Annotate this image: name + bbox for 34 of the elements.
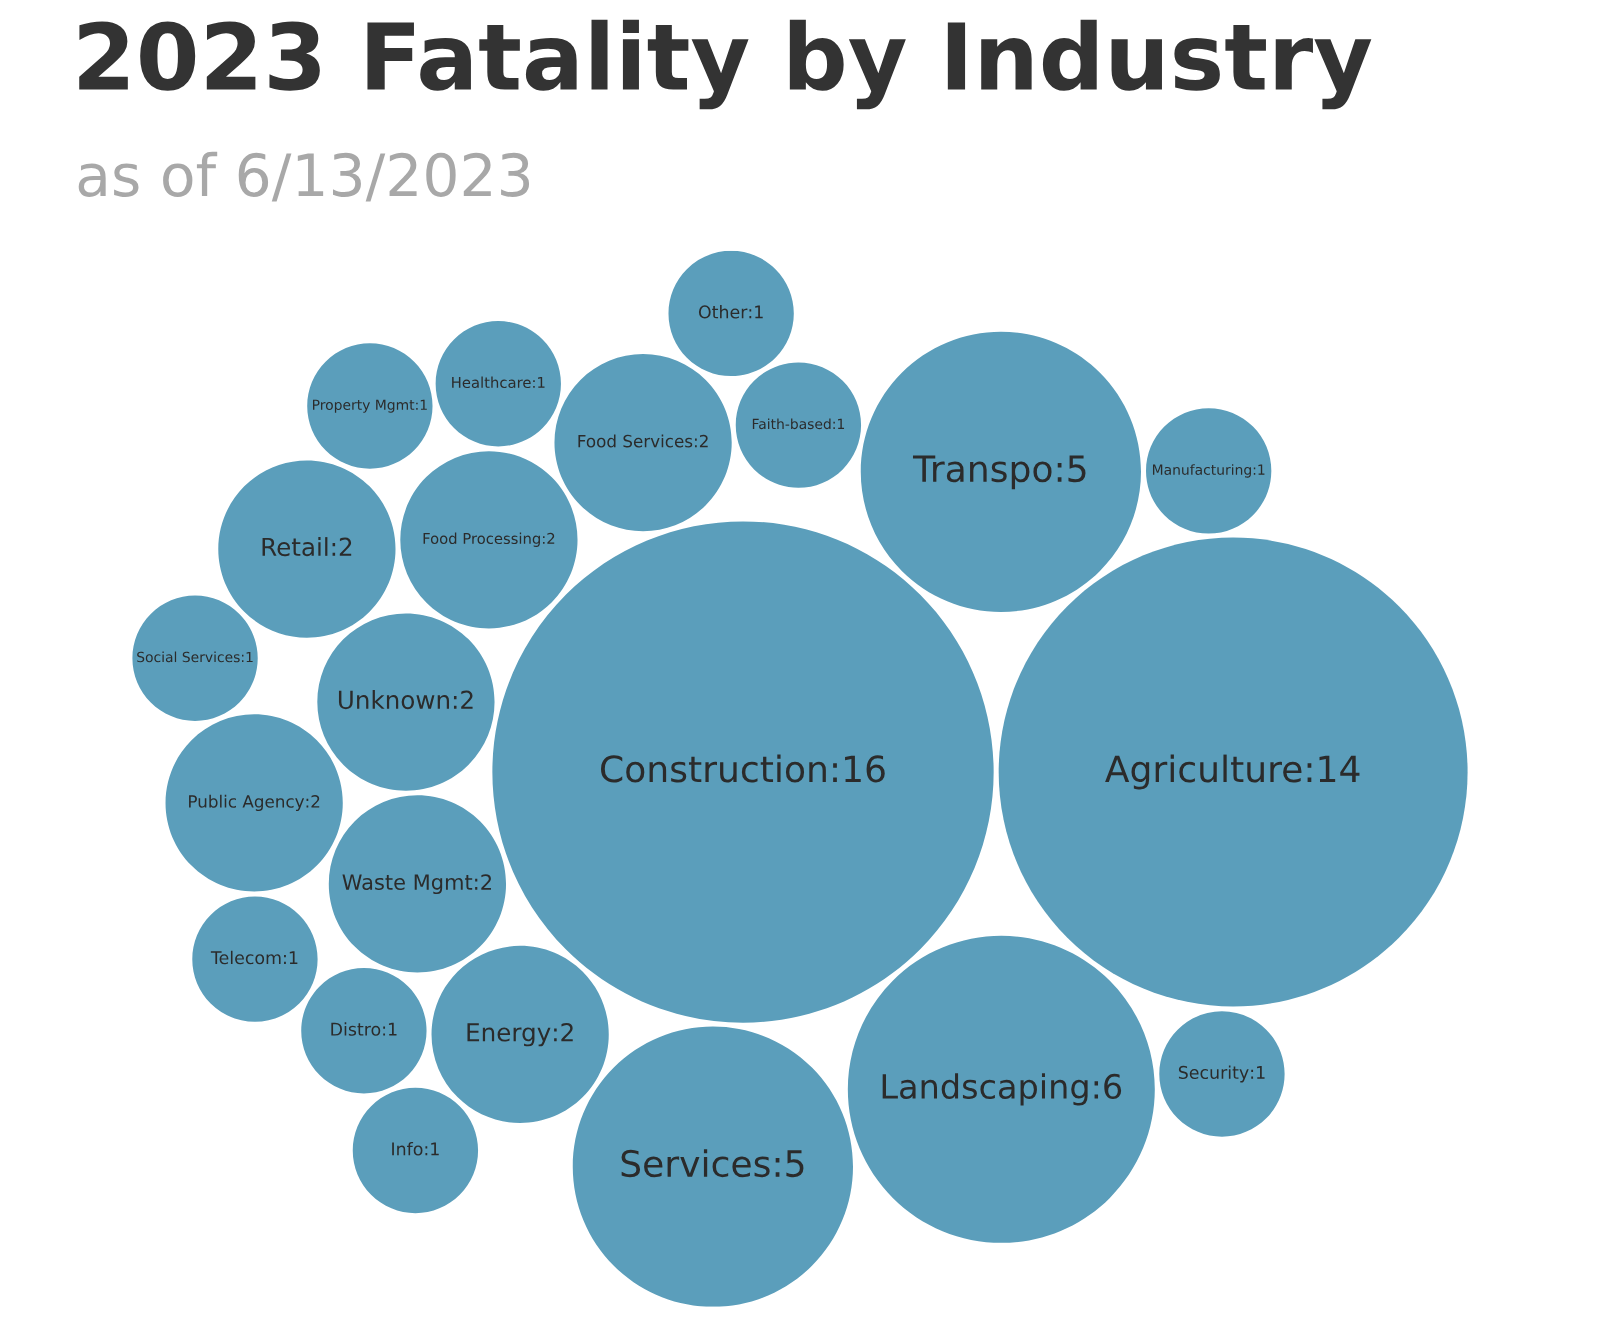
data-label: :5: [775, 1150, 804, 1178]
data-label: :6: [1094, 1073, 1122, 1100]
category-label: Unknown: [338, 690, 449, 710]
category-label: Food Services: [578, 434, 693, 448]
data-label: :2: [306, 795, 320, 808]
category-label: Energy: [467, 1023, 551, 1047]
category-label: Info: [392, 1142, 423, 1156]
category-label: Construction: [601, 754, 826, 783]
category-label: Security: [1178, 1065, 1249, 1083]
category-label: Agriculture: [1105, 754, 1302, 790]
category-label: Distro: [331, 1022, 381, 1036]
data-label: :2: [475, 874, 491, 890]
category-label: Transpo: [912, 455, 1052, 490]
category-label: Other: [698, 305, 748, 319]
data-label: :1: [284, 951, 298, 964]
data-label: :2: [695, 434, 708, 448]
category-label: Services: [621, 1149, 770, 1178]
category-label: Landscaping: [882, 1073, 1088, 1106]
data-label: :1: [1251, 1066, 1265, 1079]
data-label: :5: [1057, 455, 1086, 483]
data-label: :2: [554, 1022, 573, 1042]
category-label: Public Agency: [189, 794, 305, 812]
category-label: Retail: [262, 537, 328, 557]
data-label: :1: [383, 1022, 397, 1036]
data-label: :1: [749, 305, 763, 319]
data-label: :1: [425, 1142, 439, 1156]
data-label: :14: [1307, 755, 1360, 783]
text: 2023 Fatality by Industry: [79, 19, 1372, 110]
text: as of 6/13/2023: [78, 151, 530, 202]
category-label: Telecom: [210, 950, 281, 965]
data-label: :2: [453, 690, 473, 709]
data-label: :16: [833, 755, 885, 783]
data-label: :2: [332, 537, 352, 556]
category-label: Waste Mgmt: [342, 874, 473, 895]
